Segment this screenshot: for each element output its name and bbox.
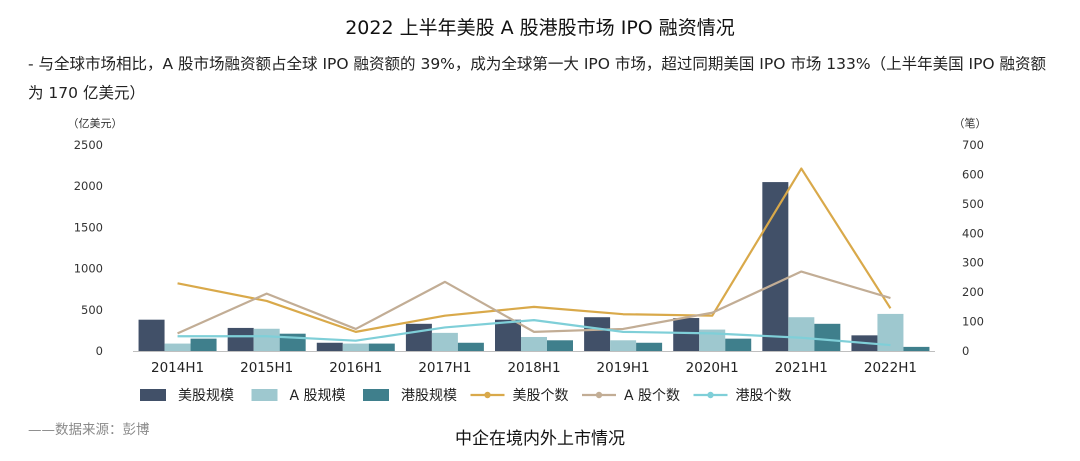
- bar: [762, 182, 789, 351]
- x-tick-label: 2021H1: [775, 360, 828, 376]
- data-source-note: ——数据来源：彭博: [28, 422, 150, 438]
- bar: [699, 329, 726, 351]
- y-right-tick-label: 100: [962, 315, 984, 329]
- y-right-tick-label: 500: [962, 197, 984, 211]
- combo-chart: （亿美元） （笔） 0 500 1000 1500 2000 2500 0 100 200 300 40…: [68, 116, 987, 404]
- y-right-tick-label: 0: [962, 344, 969, 358]
- y-left-tick-label: 2500: [74, 138, 103, 152]
- chart-subtitle: - 与全球市场相比，A 股市场融资额占全球 IPO 融资额的 39%，成为全球第…: [28, 55, 1047, 102]
- x-tick-label: 2015H1: [240, 360, 293, 376]
- bar: [903, 346, 930, 351]
- legend-label: 美股个数: [513, 388, 569, 404]
- legend-marker: [595, 391, 603, 399]
- y-right-tick-label: 400: [962, 226, 984, 240]
- bar: [814, 323, 841, 351]
- bar: [584, 317, 611, 351]
- bar: [788, 317, 815, 351]
- bar: [521, 336, 547, 351]
- bar: [547, 340, 573, 351]
- bar: [253, 328, 280, 351]
- x-tick-label: 2022H1: [864, 360, 917, 376]
- y-left-tick-label: 500: [81, 303, 103, 317]
- bar: [164, 343, 191, 351]
- series-line: [177, 319, 891, 347]
- legend-label: 港股规模: [401, 388, 457, 404]
- x-tick-label: 2014H1: [151, 360, 204, 376]
- legend-marker: [707, 391, 714, 399]
- bar: [495, 319, 521, 351]
- bar: [316, 342, 343, 351]
- legend-label: A 股规模: [290, 388, 346, 404]
- y-right-unit-label: （笔）: [954, 116, 987, 130]
- legend-label: 美股规模: [178, 388, 234, 404]
- y-left-tick-label: 0: [96, 344, 103, 358]
- y-left-tick-label: 1500: [74, 220, 103, 234]
- bar: [636, 342, 663, 351]
- x-tick-label: 2020H1: [686, 360, 739, 376]
- x-tick-label: 2019H1: [597, 360, 650, 376]
- bar: [610, 340, 637, 351]
- chart-title: 2022 上半年美股 A 股港股市场 IPO 融资情况: [345, 17, 735, 39]
- legend-swatch: [140, 389, 166, 401]
- bar: [725, 338, 752, 351]
- y-right-tick-label: 300: [962, 256, 984, 270]
- bar: [405, 323, 432, 351]
- y-left-unit-label: （亿美元）: [68, 117, 123, 130]
- y-right-tick-label: 700: [962, 138, 984, 152]
- legend-swatch: [363, 389, 389, 401]
- bar: [673, 318, 700, 351]
- bar: [227, 327, 254, 351]
- series-line: [177, 167, 892, 333]
- chart-caption: 中企在境内外上市情况: [455, 429, 625, 449]
- bar: [368, 343, 395, 351]
- legend-swatch: [251, 389, 278, 401]
- x-tick-label: 2018H1: [507, 360, 560, 376]
- legend-label: A 股个数: [624, 388, 680, 404]
- y-right-tick-label: 600: [962, 167, 984, 181]
- y-left-tick-label: 1000: [74, 262, 103, 276]
- bar: [457, 342, 484, 351]
- series-line: [177, 270, 891, 335]
- y-right-tick-label: 200: [962, 285, 984, 299]
- x-tick-label: 2017H1: [418, 360, 471, 376]
- bar: [342, 343, 369, 351]
- legend-label: 港股个数: [736, 388, 792, 404]
- y-left-tick-label: 2000: [74, 179, 103, 193]
- bar: [138, 319, 165, 351]
- legend-marker: [484, 391, 491, 399]
- x-tick-label: 2016H1: [329, 360, 382, 376]
- bar: [190, 338, 217, 351]
- bar: [431, 332, 458, 351]
